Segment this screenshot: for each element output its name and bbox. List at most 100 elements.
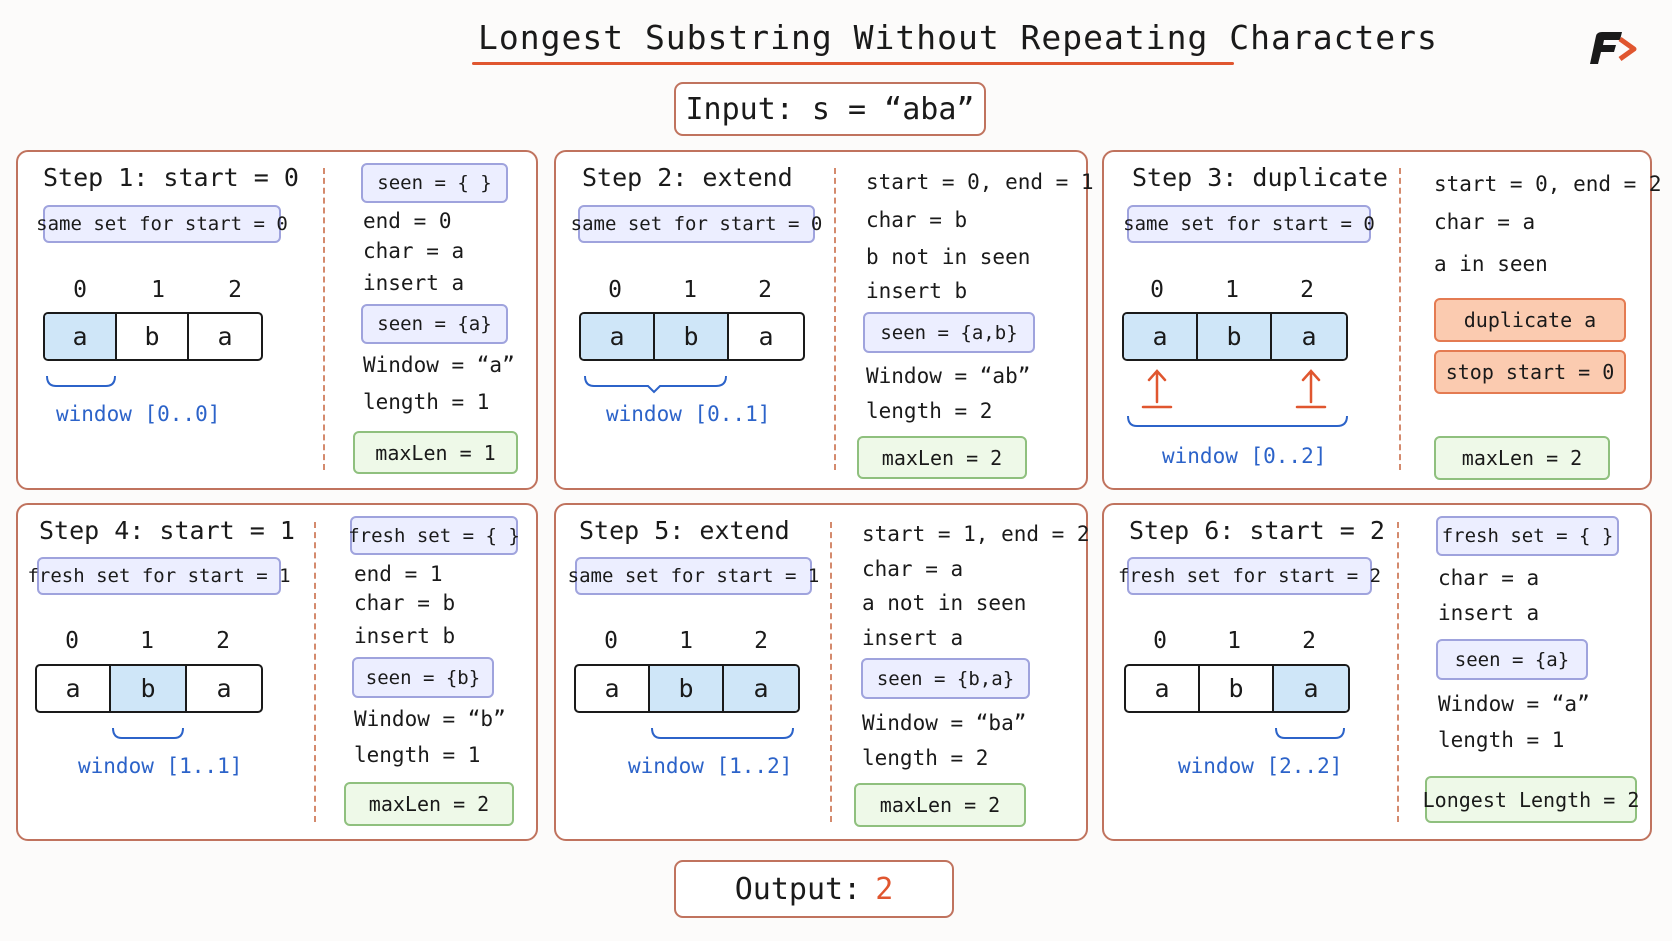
step-2-divider [834,168,836,470]
step-3-duplicate-badge: duplicate a [1434,298,1626,342]
array-cell: a [1274,666,1348,711]
step-2-length: length = 2 [866,399,993,423]
step-4-length: length = 1 [354,743,481,767]
brand-logo [1590,32,1637,64]
step-6-set-note: fresh set for start = 2 [1118,557,1381,595]
array-cell: a [37,666,111,711]
window-brace [651,727,794,739]
step-4-array: a b a [35,664,263,713]
step-5-line: a not in seen [862,591,1027,615]
step-3-window-label: window [0..2] [1162,444,1327,468]
step-2-line: insert b [866,279,968,303]
index-label: 2 [754,628,768,654]
step-2-window-value: Window = “ab” [866,364,1031,388]
array-cell: a [724,666,798,711]
step-4-fresh-set: fresh set = { } [348,516,520,555]
index-label: 0 [65,628,79,654]
title-underline [472,62,1234,65]
array-cell: a [217,322,233,351]
step-6-divider [1397,522,1399,822]
step-6-array: a b a [1124,664,1350,713]
step-5-divider [830,522,832,822]
step-6-line: char = a [1438,566,1540,590]
step-4-maxlen: maxLen = 2 [344,782,514,826]
start-pointer-arrow-icon [1141,369,1173,409]
step-1-window-value: Window = “a” [363,353,515,377]
index-label: 1 [140,628,154,654]
step-2-window-label: window [0..1] [606,402,771,426]
step-3-divider [1399,168,1401,470]
step-3-array: a b a [1122,312,1348,361]
step-1-line: char = a [363,239,465,263]
output-box: Output: 2 [674,860,954,918]
output-value: 2 [875,871,894,907]
step-2-array: a b a [579,312,805,361]
step-3-maxlen: maxLen = 2 [1434,436,1610,480]
step-4-line: char = b [354,591,456,615]
input-label: Input: s = “aba” [685,91,975,127]
step-3-set-note: same set for start = 0 [1123,205,1375,243]
step-5-window-value: Window = “ba” [862,711,1027,735]
window-brace [112,727,184,739]
index-label: 1 [1227,628,1241,654]
array-cell: b [655,314,729,359]
end-pointer-arrow-icon [1295,369,1327,409]
step-5-array: a b a [574,664,800,713]
index-label: 0 [1153,628,1167,654]
array-cell: b [650,666,724,711]
array-cell: b [111,666,187,711]
index-label: 0 [1150,277,1164,303]
step-1-maxlen: maxLen = 1 [353,431,518,474]
window-brace [46,375,116,387]
step-3-stop-badge: stop start = 0 [1434,350,1626,394]
input-box: Input: s = “aba” [674,82,986,136]
output-label: Output: [734,871,862,907]
index-label: 1 [683,277,697,303]
window-brace [584,375,727,394]
step-6-length: length = 1 [1438,728,1565,752]
step-6-window-label: window [2..2] [1178,754,1343,778]
step-2-line: b not in seen [866,245,1031,269]
array-cell: a [45,314,117,359]
array-cell: b [1198,314,1272,359]
array-cell: b [1200,666,1274,711]
step-1-line: end = 0 [363,209,452,233]
step-5-maxlen: maxLen = 2 [854,783,1026,827]
step-5-set-note: same set for start = 1 [568,557,819,595]
step-1-line: insert a [363,271,465,295]
step-2-title: Step 2: extend [582,163,793,192]
index-label: 0 [73,277,87,303]
step-6-line: insert a [1438,601,1540,625]
step-5-line: char = a [862,557,964,581]
step-2-maxlen: maxLen = 2 [857,436,1027,479]
step-2-set-note: same set for start = 0 [571,205,822,243]
array-cell: a [1272,314,1346,359]
step-1-array: a b a [43,312,263,361]
step-4-divider [314,522,316,822]
diagram-title: Longest Substring Without Repeating Char… [478,18,1438,57]
step-3-line: a in seen [1434,252,1548,276]
step-1-divider [323,168,325,470]
step-1-seen-initial: seen = { } [361,163,508,203]
array-cell: b [117,314,189,359]
step-2-line: char = b [866,208,968,232]
step-5-title: Step 5: extend [579,516,790,545]
step-6-title: Step 6: start = 2 [1129,516,1385,545]
step-4-window-value: Window = “b” [354,707,506,731]
index-label: 1 [1225,277,1239,303]
index-label: 2 [1300,277,1314,303]
step-3-line: start = 0, end = 2 [1434,172,1662,196]
index-label: 0 [608,277,622,303]
array-cell: a [576,666,650,711]
step-4-seen-set: seen = {b} [352,657,494,698]
step-2-line: start = 0, end = 1 [866,170,1094,194]
step-5-line: insert a [862,626,964,650]
array-cell: a [581,314,655,359]
array-cell: a [216,674,232,703]
step-4-window-label: window [1..1] [78,754,243,778]
index-label: 2 [758,277,772,303]
step-5-line: start = 1, end = 2 [862,522,1090,546]
index-label: 1 [679,628,693,654]
step-1-set-note: same set for start = 0 [36,205,288,243]
index-label: 2 [228,277,242,303]
